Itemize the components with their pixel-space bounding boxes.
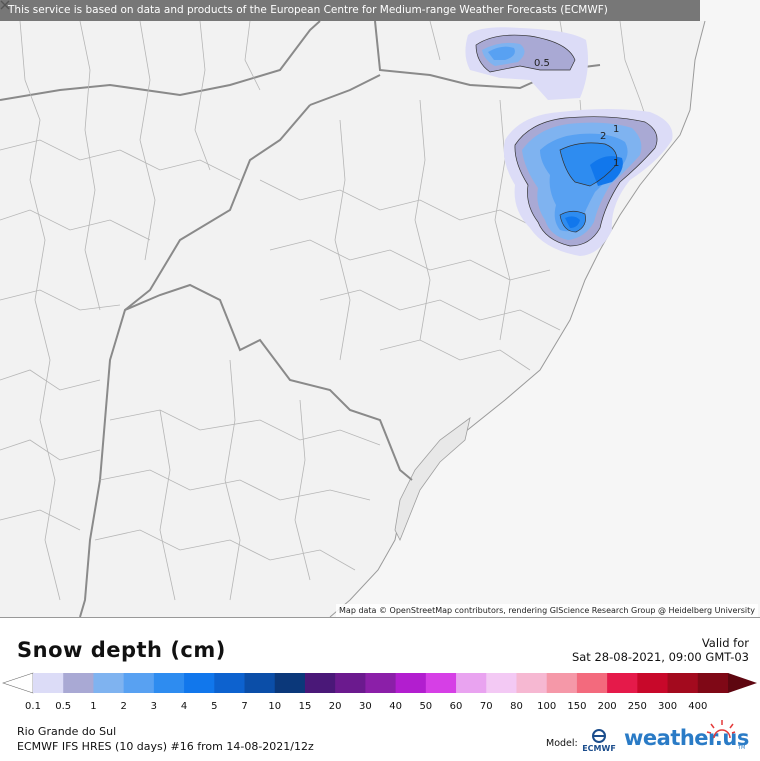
- color-scale-segment: [395, 673, 427, 693]
- scale-tick-label: 7: [241, 701, 248, 712]
- brand-logo[interactable]: weather.us: [624, 726, 749, 750]
- map-layer: [0, 20, 706, 617]
- color-scale-segment: [456, 673, 487, 693]
- color-scale-segment: [93, 673, 125, 693]
- scale-tick-label: 50: [419, 701, 433, 712]
- scale-tick-label: 0.5: [55, 701, 72, 712]
- color-scale-segment: [607, 673, 638, 693]
- map-attribution[interactable]: Map data © OpenStreetMap contributors, r…: [336, 604, 758, 617]
- scale-min-arrow: [2, 672, 34, 694]
- scale-tick-label: 150: [567, 701, 587, 712]
- sun-icon: [706, 720, 736, 739]
- scale-tick-label: 70: [479, 701, 493, 712]
- model-label: Model:: [546, 738, 578, 749]
- color-scale-bar: [2, 672, 757, 694]
- scale-tick-label: 30: [359, 701, 372, 712]
- ecmwf-notice-banner: This service is based on data and produc…: [0, 0, 700, 21]
- color-scale-segment: [274, 673, 306, 693]
- color-scale-segment: [335, 673, 366, 693]
- scale-tick-label: 4: [180, 701, 188, 712]
- contour-label: 0.5: [534, 58, 550, 69]
- scale-tick-label: 0.1: [25, 701, 41, 712]
- brand-trademark: TM: [738, 745, 746, 751]
- color-scale-segment: [425, 673, 457, 693]
- close-icon[interactable]: [0, 0, 10, 10]
- scale-tick-label: 5: [211, 701, 218, 712]
- scale-tick-label: 100: [537, 701, 557, 712]
- scale-tick-label: 3: [150, 701, 158, 712]
- color-scale-segment: [697, 673, 729, 693]
- color-scale-segment: [486, 673, 517, 693]
- color-scale-segment: [516, 673, 548, 693]
- ecmwf-logo-text: ECMWF: [582, 744, 616, 753]
- color-scale-segment: [184, 673, 215, 693]
- contour-label: 2: [600, 131, 607, 142]
- color-scale-segment: [576, 673, 608, 693]
- color-scale-segment: [33, 673, 64, 693]
- color-scale-segment: [637, 673, 669, 693]
- contour-label: 1: [613, 124, 620, 135]
- scale-tick-label: 1: [90, 701, 97, 712]
- color-scale-segment: [365, 673, 397, 693]
- color-scale-segment: [153, 673, 185, 693]
- color-scale-segment: [123, 673, 155, 693]
- color-scale-segment: [546, 673, 578, 693]
- valid-time: Sat 28-08-2021, 09:00 GMT-03: [571, 650, 749, 664]
- scale-tick-label: 250: [627, 701, 647, 712]
- map-area[interactable]: This service is based on data and produc…: [0, 0, 760, 617]
- scale-tick-label: 80: [510, 701, 523, 712]
- legend-panel: Snow depth (cm) Valid for Sat 28-08-2021…: [0, 617, 760, 761]
- scale-tick-label: 20: [328, 701, 342, 712]
- model-run-info: ECMWF IFS HRES (10 days) #16 from 14-08-…: [17, 740, 314, 753]
- scale-max-arrow: [728, 673, 757, 693]
- ecmwf-logo-icon: [592, 729, 606, 743]
- scale-tick-label: 400: [688, 701, 708, 712]
- scale-tick-label: 200: [597, 701, 617, 712]
- scale-tick-label: 60: [449, 701, 463, 712]
- color-scale-segment: [244, 673, 276, 693]
- valid-for-label: Valid for: [701, 636, 749, 650]
- contour-label: 1: [613, 158, 620, 169]
- scale-tick-label: 300: [658, 701, 678, 712]
- ecmwf-logo: ECMWF: [578, 728, 620, 756]
- scale-tick-label: 10: [268, 701, 282, 712]
- legend-title: Snow depth (cm): [17, 638, 226, 662]
- scale-tick-label: 40: [389, 701, 402, 712]
- scale-tick-label: 15: [298, 701, 312, 712]
- color-scale-segment: [667, 673, 699, 693]
- color-scale-segment: [63, 673, 94, 693]
- region-name: Rio Grande do Sul: [17, 725, 117, 738]
- scale-tick-label: 2: [120, 701, 127, 712]
- color-scale-segment: [214, 673, 246, 693]
- color-scale-segment: [304, 673, 336, 693]
